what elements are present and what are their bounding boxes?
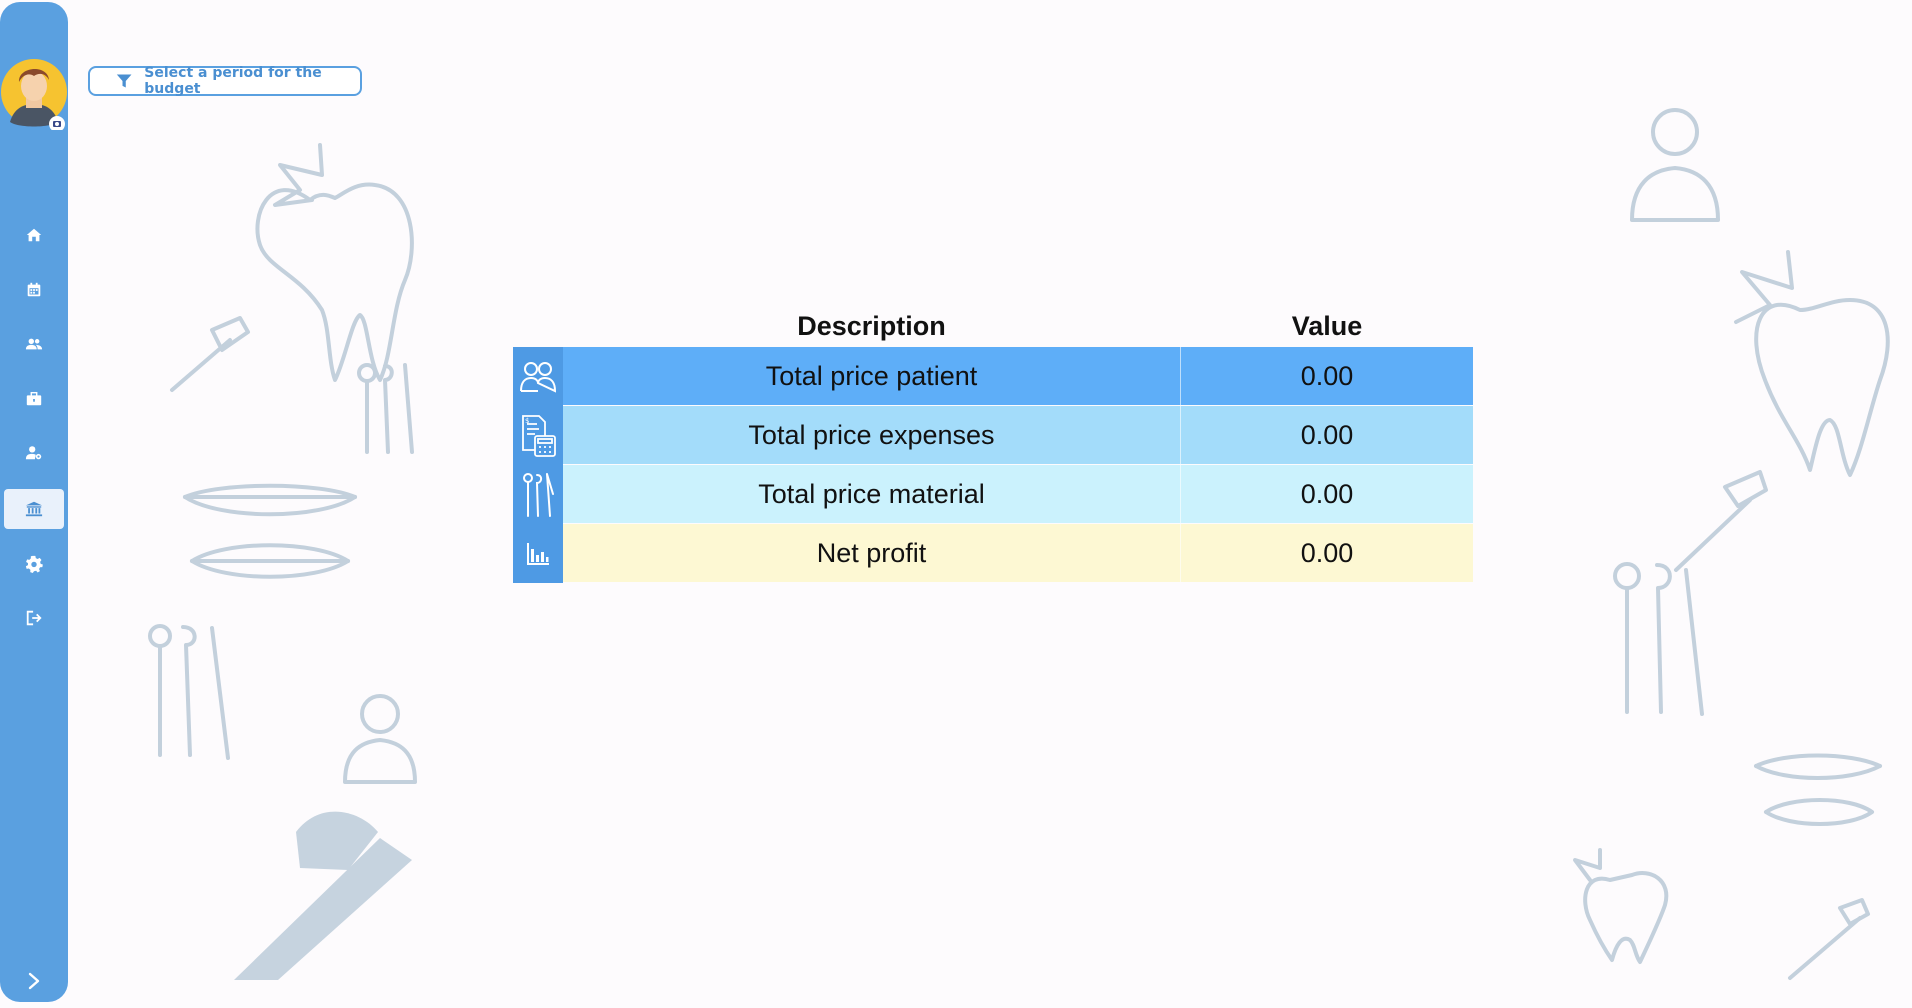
- briefcase-icon[interactable]: [21, 386, 47, 412]
- row-value: 0.00: [1300, 360, 1354, 391]
- home-icon[interactable]: [21, 222, 47, 248]
- invoice-calculator-icon: $: [513, 406, 563, 465]
- bank-icon[interactable]: [21, 496, 47, 522]
- header-description: Description: [797, 311, 946, 341]
- row-description: Total price expenses: [563, 406, 1181, 464]
- sidebar: [0, 2, 68, 1002]
- gear-icon[interactable]: [21, 551, 47, 577]
- table-row: Total price material 0.00: [513, 465, 1473, 524]
- table-row: Total price patient 0.00: [513, 347, 1473, 406]
- row-description: Total price patient: [563, 347, 1181, 405]
- expand-sidebar-button[interactable]: [20, 967, 48, 995]
- select-period-label: Select a period for the budget: [144, 65, 322, 97]
- table-header: Description Value: [513, 305, 1473, 347]
- row-description: Net profit: [563, 524, 1181, 582]
- header-value: Value: [1291, 311, 1363, 341]
- logout-icon[interactable]: [21, 605, 47, 631]
- avatar[interactable]: [0, 56, 68, 132]
- table-row: $ Total price expenses 0.00: [513, 406, 1473, 465]
- svg-text:$: $: [525, 417, 529, 425]
- row-description: Total price material: [563, 465, 1181, 523]
- row-value: 0.00: [1300, 419, 1354, 450]
- chevron-right-icon: [28, 972, 40, 990]
- row-value: 0.00: [1300, 537, 1354, 568]
- users-icon[interactable]: [21, 331, 47, 357]
- user-settings-icon[interactable]: [21, 440, 47, 466]
- nav-active-indicator: [4, 489, 64, 529]
- tooth-illustration: [255, 143, 414, 382]
- budget-table: Description Value Total price patient 0.…: [513, 305, 1473, 583]
- select-period-button[interactable]: Select a period for the budget: [88, 65, 362, 97]
- filter-icon: [116, 74, 132, 88]
- calendar-icon[interactable]: [21, 277, 47, 303]
- dental-tools-icon: [513, 465, 563, 524]
- table-row: Net profit 0.00: [513, 524, 1473, 583]
- row-value: 0.00: [1300, 478, 1354, 509]
- bar-chart-icon: [513, 524, 563, 583]
- patients-icon: [513, 347, 563, 406]
